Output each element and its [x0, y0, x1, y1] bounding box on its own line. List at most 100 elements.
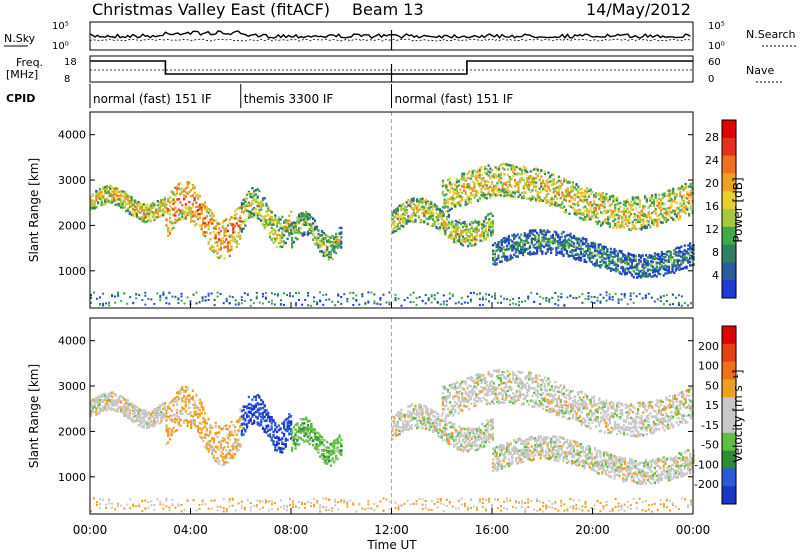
power-cell [660, 260, 663, 263]
power-cell [584, 192, 587, 196]
power-cell [188, 190, 191, 194]
power-cell [651, 222, 654, 225]
power-cell [307, 304, 310, 307]
power-cell [558, 237, 561, 241]
power-cell [205, 206, 208, 209]
power-cell [454, 236, 457, 239]
vel-cell [149, 416, 152, 419]
power-cell [90, 206, 93, 209]
power-cell [569, 294, 572, 297]
power-cell [590, 242, 593, 245]
power-cell [599, 266, 602, 269]
power-cell [615, 250, 618, 253]
power-cell [601, 252, 604, 255]
power-cell [439, 209, 442, 212]
nsky-tick-bottom: 10⁰ [52, 41, 69, 52]
power-cell [599, 301, 602, 304]
power-cell [497, 246, 500, 249]
power-cell [144, 214, 147, 217]
power-cell [462, 189, 466, 192]
power-cell [170, 190, 173, 193]
power-cell [582, 206, 585, 209]
vel-cell [91, 404, 94, 408]
power-cell [601, 254, 604, 257]
power-cell [249, 211, 252, 215]
power-cell [239, 226, 242, 230]
power-cell [633, 215, 636, 218]
power-cell [193, 220, 196, 223]
power-cell [128, 200, 131, 203]
power-cell [163, 211, 167, 214]
power-cell [340, 296, 343, 298]
vel-cell [156, 419, 159, 422]
vel-cell [142, 409, 145, 412]
power-cell [454, 241, 457, 244]
power-cell [648, 268, 651, 271]
power-cell [249, 299, 252, 301]
power-cell [536, 241, 539, 244]
power-cell [653, 256, 656, 260]
power-cell [516, 243, 519, 246]
power-cell [500, 249, 503, 252]
vel-cell [162, 407, 165, 410]
power-cell [183, 302, 186, 305]
power-cell [640, 209, 643, 213]
power-cell [322, 237, 325, 240]
power-cell [171, 295, 174, 298]
power-cell [672, 209, 675, 212]
power-cell [485, 298, 487, 301]
power-cell [690, 263, 693, 267]
power-cell [478, 184, 481, 188]
power-cell [532, 252, 535, 256]
power-cell [689, 249, 692, 253]
power-cell [626, 217, 629, 221]
power-cell [527, 186, 531, 189]
power-cell [579, 259, 583, 262]
vel-cell [95, 397, 98, 400]
power-cell [494, 173, 497, 177]
power-cell [451, 230, 454, 234]
power-cell [631, 196, 634, 199]
power-cell [586, 201, 589, 204]
power-cell [605, 221, 608, 225]
power-cell [487, 190, 490, 193]
power-cell [674, 267, 678, 271]
power-cell [329, 236, 332, 239]
power-cell [632, 301, 635, 304]
power-cell [165, 210, 168, 213]
power-cell [530, 237, 533, 240]
power-cell [237, 242, 240, 246]
power-cell [582, 213, 585, 217]
power-cell [600, 203, 603, 207]
power-cell [274, 229, 277, 232]
power-cell [633, 224, 636, 228]
power-cell [462, 172, 466, 175]
power-cell [611, 261, 614, 265]
power-cell [502, 254, 505, 258]
power-cell [658, 197, 661, 200]
power-cell [458, 235, 461, 238]
power-cell [490, 225, 493, 229]
power-cell [326, 234, 329, 238]
vel-cell [111, 395, 114, 398]
power-cell [430, 210, 433, 213]
power-cell [641, 274, 644, 277]
power-cell [219, 239, 223, 242]
power-cell [590, 243, 593, 247]
power-cell [295, 292, 297, 294]
power-cell [485, 184, 488, 187]
power-cell [491, 295, 493, 298]
power-cell [491, 229, 494, 232]
vel-cell [155, 408, 158, 411]
power-cell [496, 193, 499, 197]
power-cell [572, 249, 576, 252]
power-cell [336, 235, 339, 239]
vel-cell [155, 416, 158, 419]
power-cell [441, 190, 444, 194]
power-cell [564, 208, 568, 212]
power-cell [402, 219, 405, 222]
power-cell [128, 195, 131, 198]
power-cell [116, 202, 119, 206]
vel-cell [91, 407, 94, 410]
power-cell [261, 199, 265, 202]
